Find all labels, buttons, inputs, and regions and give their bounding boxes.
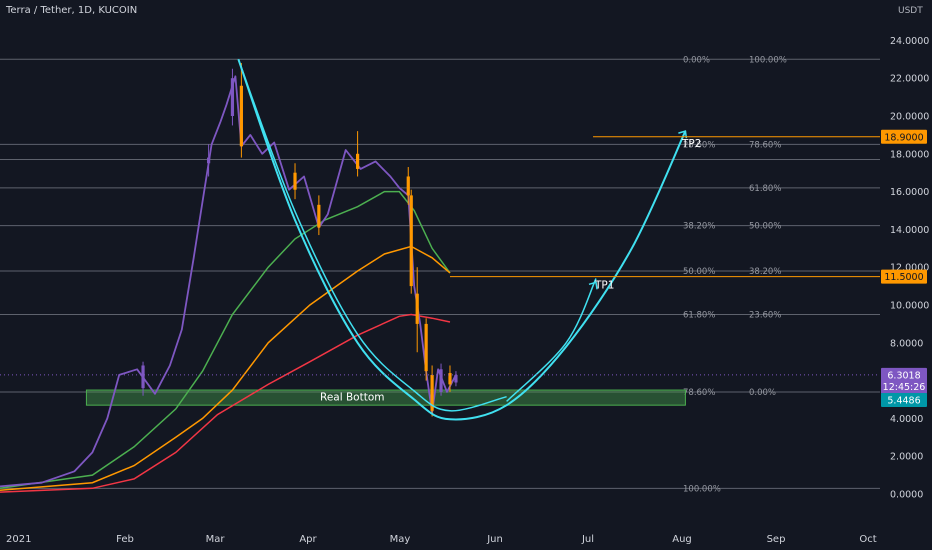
tp2-arrow-head (678, 130, 688, 139)
y-tick-label: 18.0000 (890, 149, 929, 160)
candle-body (207, 157, 211, 164)
x-tick-label: 2021 (6, 534, 31, 545)
x-tick-label: Sep (767, 534, 786, 545)
cup-arc-inner (237, 59, 507, 412)
candle-body (439, 369, 443, 392)
candle-body (230, 78, 235, 116)
y-tick-label: 0.0000 (890, 490, 923, 501)
x-tick-label: Apr (299, 534, 317, 545)
tp1-arrow-head (588, 281, 598, 290)
ref-price-tag (881, 392, 927, 407)
y-tick-label: 10.0000 (890, 301, 929, 312)
candle-body (406, 176, 410, 196)
ma-fast-line (0, 190, 451, 490)
candle-body (356, 153, 360, 169)
y-tick-label: 12.0000 (890, 263, 929, 274)
y-tick-label: 20.0000 (890, 112, 929, 123)
fib-level-label: 38.20% (683, 222, 715, 232)
fib-level-label: 50.00% (683, 267, 715, 277)
fib-level-label: 78.60% (749, 140, 781, 150)
last-price-text: 6.3018 (887, 370, 920, 381)
ma-mid-line (0, 245, 451, 491)
fib-level-label: 100.00% (683, 484, 721, 494)
candle-body (239, 85, 243, 147)
tp1-arrow-line (506, 278, 597, 402)
x-tick-label: Jun (486, 534, 503, 545)
ref-price-text: 5.4486 (887, 395, 920, 406)
x-tick-label: Oct (859, 534, 876, 545)
fib-level-label: 61.80% (749, 184, 781, 194)
fib-level-label: 78.60% (683, 388, 715, 398)
real-bottom-zone (85, 389, 686, 406)
y-tick-label: 14.0000 (890, 225, 929, 236)
fib-level-label: 50.00% (749, 222, 781, 232)
candle-body (141, 365, 145, 389)
cup-arc-outer (237, 58, 687, 421)
candle-body (424, 323, 428, 372)
fib-level-label: 23.60% (749, 310, 781, 320)
fib-level-label: 23.60% (683, 140, 715, 150)
y-tick-label: 8.0000 (890, 338, 923, 349)
x-tick-label: Jul (581, 534, 594, 545)
last-price-tag (881, 367, 927, 394)
fib-level-label: 38.20% (749, 267, 781, 277)
candle-body (293, 172, 297, 190)
fib-level-label: 0.00% (683, 55, 710, 65)
price-path-line (0, 75, 457, 488)
target-label: TP2 (681, 138, 701, 150)
candle-body (448, 373, 452, 385)
target-price-text: 11.5000 (884, 272, 923, 283)
real-bottom-label: Real Bottom (320, 392, 385, 404)
candle-body (454, 374, 458, 383)
y-tick-label: 24.0000 (890, 36, 929, 47)
fib-level-label: 61.80% (683, 310, 715, 320)
x-tick-label: Aug (672, 534, 692, 545)
fib-level-label: 100.00% (749, 55, 787, 65)
target-label: TP1 (594, 280, 614, 292)
target-price-tag (881, 269, 927, 284)
currency-label: USDT (898, 6, 923, 16)
y-tick-label: 2.0000 (890, 452, 923, 463)
candle-body (415, 293, 419, 324)
y-tick-label: 4.0000 (890, 414, 923, 425)
candle-body (409, 195, 413, 287)
candle-body (430, 374, 434, 411)
x-tick-label: May (390, 534, 411, 545)
ma-slow-line (0, 313, 451, 493)
target-price-text: 18.9000 (884, 132, 923, 143)
fib-level-label: 0.00% (749, 388, 776, 398)
countdown-text: 12:45:26 (883, 382, 926, 393)
y-tick-label: 16.0000 (890, 187, 929, 198)
y-tick-label: 22.0000 (890, 74, 929, 85)
target-price-tag (881, 129, 927, 144)
x-tick-label: Feb (116, 534, 134, 545)
x-tick-label: Mar (206, 534, 226, 545)
candle-body (317, 204, 321, 228)
symbol-title: Terra / Tether, 1D, KUCOIN (6, 5, 138, 16)
